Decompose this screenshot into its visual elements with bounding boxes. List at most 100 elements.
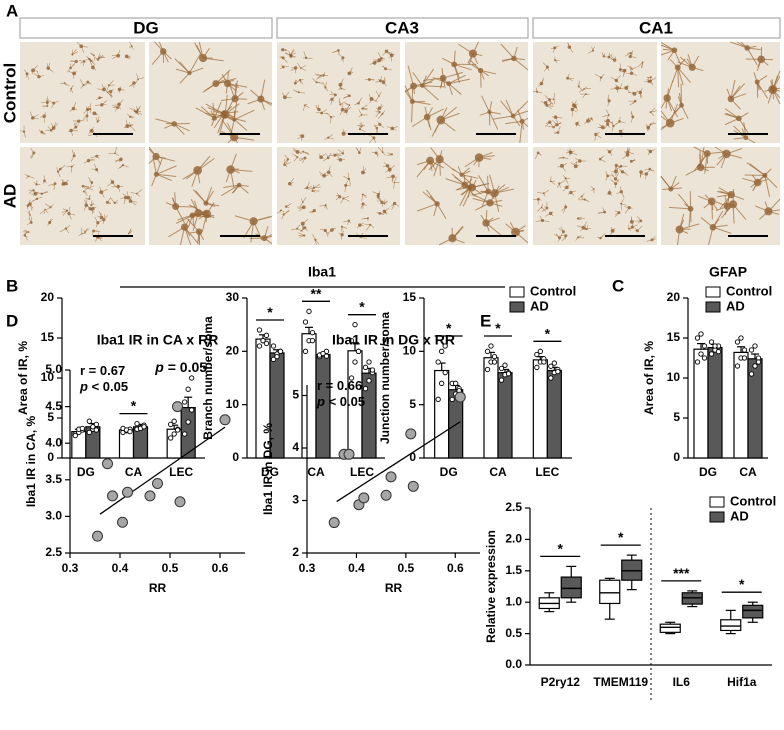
process bbox=[541, 207, 548, 212]
process bbox=[294, 155, 298, 158]
process bbox=[475, 202, 491, 211]
process bbox=[197, 170, 201, 184]
process bbox=[73, 102, 77, 109]
y-tick-label: 2.5 bbox=[505, 500, 522, 514]
process bbox=[41, 131, 46, 135]
process bbox=[325, 87, 329, 92]
process bbox=[715, 205, 728, 212]
process bbox=[629, 65, 633, 70]
process bbox=[295, 80, 300, 84]
process bbox=[557, 165, 563, 168]
process bbox=[382, 50, 387, 56]
process bbox=[338, 88, 342, 90]
process bbox=[101, 100, 107, 106]
process bbox=[429, 195, 438, 205]
process bbox=[578, 80, 580, 87]
process bbox=[392, 126, 398, 129]
process bbox=[650, 110, 657, 113]
annotation-text: = 0.05 bbox=[164, 359, 207, 375]
process bbox=[581, 193, 585, 197]
y-tick-label: 0.0 bbox=[505, 657, 522, 671]
data-point bbox=[362, 386, 369, 392]
bar bbox=[483, 357, 499, 459]
process bbox=[407, 65, 415, 87]
process bbox=[152, 156, 157, 175]
process bbox=[559, 180, 566, 184]
micrograph-bg bbox=[20, 42, 145, 143]
process bbox=[472, 183, 490, 189]
process bbox=[341, 226, 348, 229]
x-tick-label: LEC bbox=[169, 465, 193, 479]
process bbox=[215, 77, 237, 85]
process bbox=[206, 202, 215, 215]
process bbox=[650, 77, 657, 81]
process bbox=[609, 149, 613, 153]
cell bbox=[622, 69, 627, 73]
process bbox=[158, 41, 164, 52]
process bbox=[606, 192, 610, 195]
process bbox=[384, 201, 388, 204]
legend-swatch bbox=[705, 301, 721, 313]
process bbox=[650, 107, 656, 113]
process bbox=[189, 67, 204, 74]
process bbox=[440, 119, 456, 132]
data-point bbox=[270, 356, 277, 362]
annotation-italic: p bbox=[316, 394, 325, 409]
process bbox=[156, 165, 177, 175]
process bbox=[441, 68, 444, 79]
process bbox=[537, 152, 542, 156]
process bbox=[205, 112, 225, 117]
annotation-text: * bbox=[446, 320, 452, 336]
process bbox=[112, 181, 116, 187]
process bbox=[381, 58, 386, 60]
process bbox=[756, 81, 760, 91]
process bbox=[730, 85, 741, 100]
process bbox=[540, 101, 546, 104]
process bbox=[472, 198, 491, 204]
data-point bbox=[168, 421, 174, 428]
process bbox=[197, 155, 211, 171]
process bbox=[325, 112, 332, 118]
process bbox=[494, 188, 515, 194]
process bbox=[324, 137, 329, 141]
micrograph-bg bbox=[405, 42, 528, 143]
process bbox=[563, 175, 566, 179]
data-point bbox=[551, 360, 557, 366]
region-headers: DG CA3 CA1 bbox=[19, 17, 781, 39]
process bbox=[62, 210, 68, 216]
data-point bbox=[302, 319, 309, 325]
process bbox=[561, 235, 567, 242]
process bbox=[89, 103, 92, 110]
y-tick-label: 0 bbox=[673, 450, 680, 464]
region-header: DG bbox=[133, 18, 159, 37]
legend-label: Control bbox=[726, 283, 772, 298]
process bbox=[711, 201, 713, 220]
process bbox=[198, 231, 205, 241]
annotation: r = 0.67 bbox=[80, 363, 125, 378]
process bbox=[567, 73, 570, 79]
data-point bbox=[534, 351, 540, 358]
process bbox=[555, 116, 563, 119]
process bbox=[564, 203, 567, 208]
process bbox=[191, 170, 199, 187]
process bbox=[202, 47, 210, 59]
annotation-text: * bbox=[359, 298, 365, 314]
process bbox=[110, 179, 113, 183]
process bbox=[88, 180, 93, 183]
process bbox=[172, 197, 177, 207]
legend-swatch bbox=[705, 286, 721, 298]
process bbox=[338, 50, 340, 54]
process bbox=[115, 159, 121, 161]
process bbox=[128, 228, 132, 234]
process bbox=[343, 176, 350, 180]
micrographs bbox=[19, 41, 781, 246]
process bbox=[97, 88, 105, 90]
process bbox=[83, 61, 85, 66]
process bbox=[284, 91, 290, 98]
process bbox=[179, 72, 190, 84]
process bbox=[600, 158, 606, 163]
x-tick-label: 0.5 bbox=[398, 561, 415, 575]
process bbox=[438, 237, 453, 246]
process bbox=[481, 95, 490, 113]
data-point bbox=[534, 364, 540, 370]
